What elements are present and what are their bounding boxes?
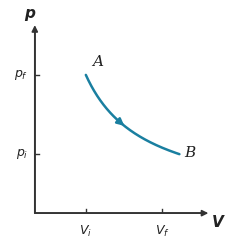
Text: p: p: [24, 6, 35, 22]
Text: V: V: [211, 215, 222, 230]
Text: $V_\mathit{f}$: $V_\mathit{f}$: [154, 224, 169, 239]
Text: $p_\mathit{i}$: $p_\mathit{i}$: [15, 147, 28, 161]
Text: A: A: [92, 55, 103, 69]
Text: B: B: [184, 146, 195, 160]
Text: $p_\mathit{f}$: $p_\mathit{f}$: [14, 68, 28, 82]
Text: $V_\mathit{i}$: $V_\mathit{i}$: [79, 224, 92, 239]
